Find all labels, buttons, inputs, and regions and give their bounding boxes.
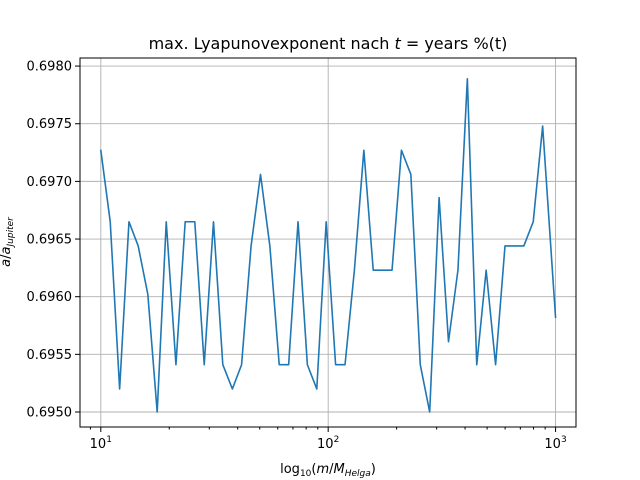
ticks: 101 102 103 0.6950 0.6955 0.6960 0.6965 0.6970 0…	[27, 60, 567, 452]
y-tick-label: 0.6955	[27, 348, 73, 363]
y-tick-label: 0.6965	[27, 233, 73, 248]
x-tick-label: 101	[90, 435, 112, 452]
x-axis-label: log10(m/MHelga)	[280, 462, 376, 479]
y-axis-label: a/aJupiter	[0, 216, 16, 267]
y-tick-label: 0.6950	[27, 406, 73, 421]
y-tick-label: 0.6960	[27, 290, 73, 305]
x-tick-label: 103	[544, 435, 566, 452]
series-line	[100, 77, 557, 413]
x-tick-label: 102	[317, 435, 339, 452]
series-layer	[100, 77, 557, 413]
y-tick-label: 0.6975	[27, 117, 73, 132]
chart-title: max. Lyapunovexponent nach t = years %(t…	[149, 34, 508, 53]
y-tick-label: 0.6970	[27, 175, 73, 190]
y-tick-label: 0.6980	[27, 60, 73, 75]
